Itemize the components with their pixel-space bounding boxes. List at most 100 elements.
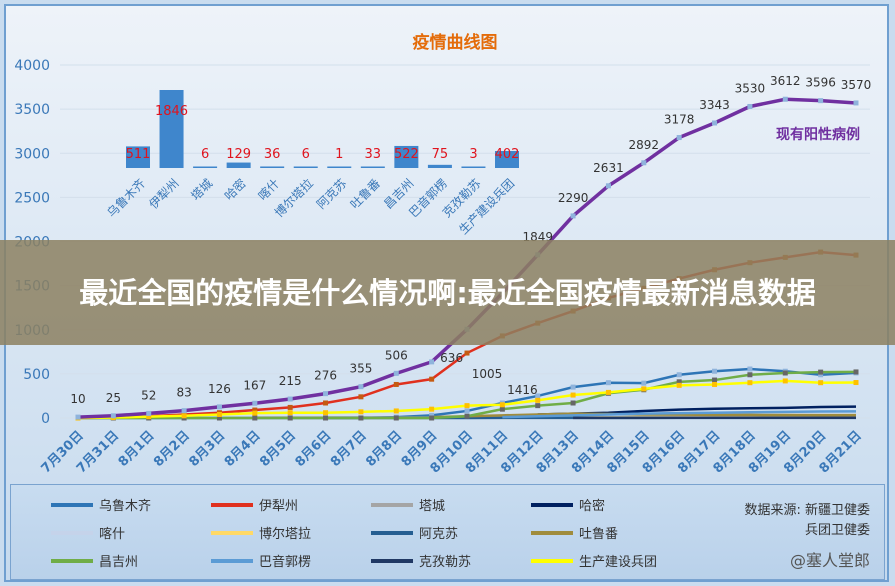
- data-point: [323, 391, 329, 397]
- data-point: [641, 380, 647, 386]
- chart-title: 疫情曲线图: [413, 32, 498, 53]
- legend-item: 伊犁州: [211, 495, 298, 514]
- bar: [226, 162, 251, 168]
- bar-value-label: 129: [226, 147, 251, 162]
- y-tick-label: 500: [23, 367, 50, 383]
- data-point: [358, 409, 364, 415]
- data-label: 52: [141, 388, 156, 402]
- legend-item: 乌鲁木齐: [51, 495, 151, 514]
- data-point: [146, 410, 152, 416]
- data-point: [605, 380, 611, 386]
- data-label: 1005: [472, 367, 503, 381]
- bar: [495, 151, 519, 168]
- legend-item: 喀什: [51, 523, 125, 542]
- data-point: [782, 96, 788, 102]
- bar-value-label: 75: [432, 147, 449, 162]
- bar-category-label: 塔城: [188, 176, 215, 203]
- data-point: [252, 410, 258, 416]
- data-point: [535, 397, 541, 403]
- x-tick-label: 8月4日: [222, 428, 264, 470]
- data-label: 506: [385, 348, 408, 362]
- data-point: [287, 410, 293, 416]
- data-label: 276: [314, 369, 337, 383]
- legend-label: 哈密: [579, 499, 606, 514]
- data-point: [853, 100, 859, 106]
- bar-value-label: 33: [365, 147, 382, 162]
- legend-label: 塔城: [419, 499, 446, 514]
- data-point: [570, 400, 576, 406]
- bar-value-label: 6: [201, 147, 209, 162]
- data-point: [464, 403, 470, 409]
- data-point: [429, 406, 435, 412]
- bar: [293, 166, 318, 168]
- data-point: [181, 408, 187, 414]
- data-point: [676, 372, 682, 378]
- source-line1: 数据来源: 新疆卫健委: [744, 503, 870, 518]
- data-point: [818, 98, 824, 104]
- data-point: [712, 120, 718, 126]
- data-point: [429, 359, 435, 365]
- data-point: [676, 135, 682, 141]
- bar-value-label: 6: [302, 147, 310, 162]
- bar: [427, 164, 452, 168]
- data-point: [570, 384, 576, 390]
- x-tick-label: 8月7日: [328, 428, 370, 470]
- data-point: [216, 411, 222, 417]
- data-point: [782, 370, 788, 376]
- data-point: [712, 381, 718, 387]
- legend-item: 博尔塔拉: [211, 523, 311, 542]
- data-point: [252, 415, 258, 421]
- legend-item: 昌吉州: [51, 551, 138, 570]
- data-point: [853, 369, 859, 375]
- data-label: 2290: [558, 191, 589, 205]
- bar-value-label: 511: [126, 147, 151, 162]
- data-point: [535, 403, 541, 409]
- legend: 数据来源: 新疆卫健委 兵团卫健委 @塞人堂郎 乌鲁木齐 伊犁州 塔城 哈密 喀什 博尔塔…: [10, 484, 885, 580]
- data-label: 3612: [770, 74, 801, 88]
- data-label: 1416: [507, 383, 538, 397]
- bar-category-label: 吐鲁番: [348, 176, 383, 211]
- data-point: [712, 377, 718, 383]
- bar: [193, 166, 218, 168]
- banner-text: 最近全国的疫情是什么情况啊:最近全国疫情最新消息数据: [79, 275, 816, 310]
- bar-value-label: 3: [469, 147, 477, 162]
- legend-label: 乌鲁木齐: [99, 499, 152, 514]
- data-point: [429, 412, 435, 418]
- legend-swatch: [211, 530, 253, 535]
- data-point: [216, 415, 222, 421]
- x-tick-label: 8月2日: [151, 428, 193, 470]
- legend-item: 哈密: [531, 495, 605, 514]
- x-tick-label: 8月3日: [186, 428, 228, 470]
- data-point: [464, 413, 470, 419]
- bar: [360, 166, 385, 168]
- data-label: 3178: [664, 113, 695, 127]
- data-label: 2892: [629, 138, 660, 152]
- y-tick-label: 4000: [14, 58, 50, 74]
- data-point: [287, 396, 293, 402]
- data-point: [358, 394, 364, 400]
- data-point: [499, 406, 505, 412]
- legend-label: 克孜勒苏: [419, 555, 472, 570]
- bar: [126, 146, 150, 168]
- data-label: 25: [106, 391, 121, 405]
- data-point: [570, 392, 576, 398]
- y-tick-label: 3000: [14, 146, 50, 162]
- legend-swatch: [51, 530, 93, 535]
- data-point: [570, 213, 576, 219]
- data-point: [747, 366, 753, 372]
- y-tick-label: 3500: [14, 102, 50, 118]
- data-point: [605, 183, 611, 189]
- bar-value-label: 1846: [155, 104, 188, 119]
- data-point: [712, 368, 718, 374]
- legend-swatch: [51, 558, 93, 563]
- data-point: [676, 382, 682, 388]
- data-point: [358, 384, 364, 390]
- legend-item: 塔城: [371, 495, 445, 514]
- data-point: [535, 393, 541, 399]
- data-label: 167: [243, 378, 266, 392]
- watermark: @塞人堂郎: [789, 551, 870, 570]
- legend-item: 巴音郭楞: [211, 551, 311, 570]
- data-label: 3343: [699, 98, 730, 112]
- data-point: [323, 410, 329, 416]
- bar-value-label: 402: [495, 147, 520, 162]
